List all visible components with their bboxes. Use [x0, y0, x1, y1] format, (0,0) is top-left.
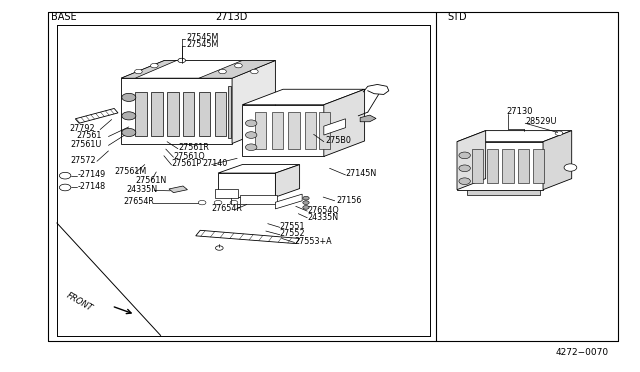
Circle shape [459, 178, 470, 185]
Text: -27148: -27148 [77, 182, 106, 191]
Text: 27792: 27792 [70, 124, 95, 133]
Circle shape [246, 132, 257, 138]
Polygon shape [457, 142, 543, 190]
Polygon shape [167, 92, 179, 136]
Text: 4272−0070: 4272−0070 [556, 349, 609, 357]
Text: 28529U: 28529U [525, 117, 557, 126]
Circle shape [230, 201, 238, 205]
Text: 275B0: 275B0 [325, 137, 351, 145]
Polygon shape [360, 115, 376, 122]
Text: 27561M: 27561M [115, 167, 147, 176]
Polygon shape [502, 149, 514, 183]
Polygon shape [543, 131, 572, 190]
Polygon shape [121, 61, 177, 78]
Circle shape [216, 246, 223, 250]
Polygon shape [215, 189, 239, 198]
Polygon shape [199, 61, 275, 78]
Circle shape [198, 201, 206, 205]
Text: 27561Q: 27561Q [173, 152, 205, 161]
Text: 27561U: 27561U [70, 140, 102, 149]
Text: 27654R: 27654R [212, 204, 243, 213]
Circle shape [250, 69, 258, 74]
Polygon shape [324, 119, 346, 135]
Polygon shape [518, 149, 529, 183]
Polygon shape [199, 92, 211, 136]
Polygon shape [288, 112, 300, 149]
Polygon shape [183, 92, 195, 136]
Polygon shape [275, 164, 300, 197]
Circle shape [214, 201, 222, 205]
Polygon shape [487, 149, 499, 183]
Circle shape [459, 152, 470, 159]
Circle shape [459, 165, 470, 171]
Text: 27561N: 27561N [135, 176, 166, 185]
Polygon shape [218, 173, 275, 197]
Polygon shape [121, 61, 275, 78]
Circle shape [564, 164, 577, 171]
Text: 27561: 27561 [77, 131, 102, 140]
Circle shape [134, 69, 142, 74]
Text: 24335N: 24335N [307, 212, 339, 221]
Circle shape [122, 112, 136, 120]
Text: 24335N: 24335N [126, 185, 157, 194]
Text: 27140: 27140 [202, 159, 227, 169]
Circle shape [122, 128, 136, 137]
Polygon shape [135, 92, 147, 136]
Polygon shape [457, 131, 572, 142]
Polygon shape [232, 61, 275, 144]
Polygon shape [218, 164, 300, 173]
Circle shape [303, 201, 309, 205]
Text: 27545M: 27545M [187, 33, 219, 42]
Polygon shape [241, 195, 276, 204]
Circle shape [246, 120, 257, 126]
Circle shape [60, 172, 71, 179]
Circle shape [303, 196, 309, 200]
Text: 27145N: 27145N [346, 169, 377, 178]
Polygon shape [324, 89, 365, 157]
Text: BASE: BASE [51, 12, 77, 22]
Text: 27561R: 27561R [179, 143, 209, 152]
Polygon shape [533, 149, 544, 183]
Text: FRONT: FRONT [65, 291, 95, 313]
Polygon shape [275, 194, 302, 209]
Polygon shape [215, 92, 227, 136]
Circle shape [246, 144, 257, 151]
Polygon shape [228, 86, 231, 138]
Text: -27149: -27149 [77, 170, 106, 179]
Polygon shape [151, 92, 163, 136]
Text: 27156: 27156 [336, 196, 362, 205]
Text: 27654R: 27654R [124, 198, 155, 206]
Polygon shape [255, 112, 266, 149]
Text: 27572: 27572 [70, 156, 96, 166]
Text: 27551: 27551 [280, 222, 305, 231]
Polygon shape [243, 105, 324, 157]
Polygon shape [305, 112, 316, 149]
Circle shape [150, 63, 158, 68]
Text: 27552: 27552 [280, 230, 305, 238]
Text: 27553+A: 27553+A [294, 237, 332, 246]
Polygon shape [121, 78, 232, 144]
Polygon shape [467, 190, 540, 195]
Polygon shape [243, 89, 365, 105]
Text: 27654Q: 27654Q [307, 206, 339, 215]
Circle shape [60, 184, 71, 191]
Text: 27130: 27130 [506, 107, 532, 116]
Polygon shape [271, 112, 283, 149]
Polygon shape [76, 109, 118, 123]
Polygon shape [169, 186, 188, 193]
Circle shape [303, 206, 309, 209]
Circle shape [235, 63, 243, 68]
Polygon shape [472, 149, 483, 183]
Circle shape [178, 58, 186, 62]
Text: 27545M: 27545M [187, 41, 219, 49]
Circle shape [219, 69, 227, 74]
Circle shape [555, 131, 563, 135]
Polygon shape [196, 230, 300, 244]
Polygon shape [319, 112, 330, 149]
Polygon shape [457, 131, 486, 190]
Text: 27561P: 27561P [172, 159, 202, 169]
Text: STD: STD [447, 12, 467, 22]
Circle shape [122, 93, 136, 102]
Text: 2713D: 2713D [215, 12, 247, 22]
